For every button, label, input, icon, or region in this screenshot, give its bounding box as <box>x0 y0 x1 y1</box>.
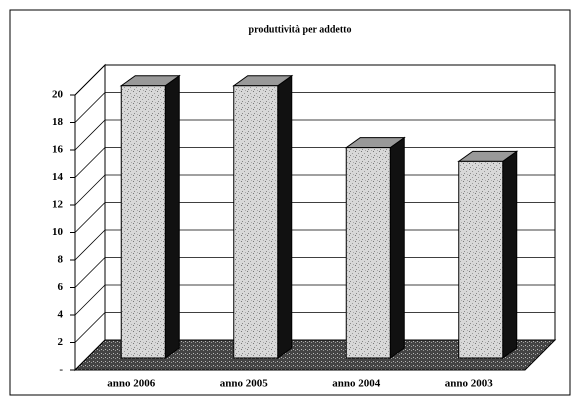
x-tick-label: anno 2004 <box>332 378 380 390</box>
bar <box>233 85 279 359</box>
grid-line <box>74 92 106 123</box>
y-tick-label: 2 <box>58 336 64 348</box>
y-tick-label: 8 <box>58 254 64 266</box>
frame <box>9 9 571 396</box>
grid-line <box>74 229 106 261</box>
y-tick-label: 4 <box>58 309 64 321</box>
y-tick-label: 16 <box>52 144 64 156</box>
y-tick-label: 20 <box>52 89 64 101</box>
bar-side <box>389 136 405 359</box>
x-tick-label: anno 2003 <box>445 378 493 390</box>
grid-line <box>74 147 106 178</box>
grid-line <box>74 119 106 151</box>
y-tick-label: 6 <box>58 281 64 293</box>
x-tick-label: anno 2006 <box>107 378 155 390</box>
x-tick-label: anno 2005 <box>220 378 268 390</box>
grid-line <box>74 174 106 206</box>
bar-side <box>277 74 293 359</box>
bar <box>458 160 504 359</box>
grid-line <box>74 64 106 96</box>
y-tick-label: 12 <box>52 199 64 211</box>
y-tick-label: 18 <box>52 116 64 128</box>
bar <box>120 85 166 359</box>
grid-line <box>74 202 106 233</box>
y-tick-label: - <box>59 364 63 376</box>
chart-title: produttività per addetto <box>249 24 352 35</box>
y-tick-label: 10 <box>52 226 64 238</box>
grid-line <box>74 312 106 343</box>
y-tick-label: 14 <box>52 171 64 183</box>
bar-side <box>164 74 180 359</box>
grid-line <box>74 284 106 316</box>
bar-side <box>502 150 518 359</box>
bar <box>345 147 391 359</box>
grid-line <box>74 257 106 288</box>
